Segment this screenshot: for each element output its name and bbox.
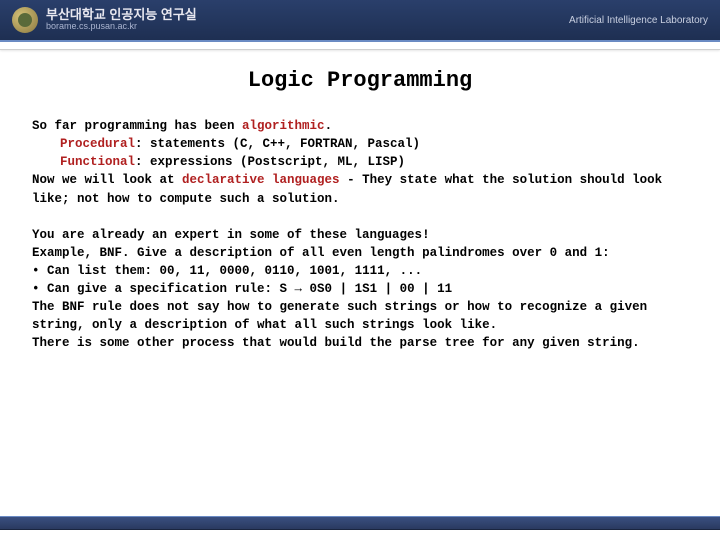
header-text-block: 부산대학교 인공지능 연구실 borame.cs.pusan.ac.kr (46, 8, 197, 32)
slide-content: Logic Programming So far programming has… (0, 50, 720, 353)
p1-line1-b: algorithmic (242, 119, 325, 133)
p1-line4-b: declarative languages (182, 173, 340, 187)
p1-line3-b: : expressions (Postscript, ML, LISP) (135, 155, 405, 169)
header-bar: 부산대학교 인공지능 연구실 borame.cs.pusan.ac.kr Art… (0, 0, 720, 42)
p1-line2-a: Procedural (60, 137, 135, 151)
header-right-label: Artificial Intelligence Laboratory (569, 15, 708, 26)
header-title: 부산대학교 인공지능 연구실 (46, 8, 197, 22)
university-logo (12, 7, 38, 33)
p2-bullet2: Can give a specification rule: S → 0S0 |… (32, 282, 452, 296)
p2-line2: Example, BNF. Give a description of all … (32, 246, 610, 260)
header-left: 부산대학교 인공지능 연구실 borame.cs.pusan.ac.kr (12, 7, 197, 33)
p2-line1: You are already an expert in some of the… (32, 228, 430, 242)
footer-bar (0, 516, 720, 530)
footer-padding (0, 530, 720, 540)
header-subtitle: borame.cs.pusan.ac.kr (46, 22, 197, 32)
p1-line2-b: : statements (C, C++, FORTRAN, Pascal) (135, 137, 420, 151)
p1-line3-a: Functional (60, 155, 135, 169)
slide-title: Logic Programming (32, 68, 688, 93)
paragraph-2: You are already an expert in some of the… (32, 226, 688, 353)
p1-line4-a: Now we will look at (32, 173, 182, 187)
p2-line3: The BNF rule does not say how to generat… (32, 300, 647, 332)
header-separator (0, 42, 720, 50)
paragraph-1: So far programming has been algorithmic.… (32, 117, 688, 208)
p1-line1-c: . (325, 119, 333, 133)
p2-bullet1: Can list them: 00, 11, 0000, 0110, 1001,… (32, 264, 422, 278)
p2-line4: There is some other process that would b… (32, 336, 640, 350)
p1-line1-a: So far programming has been (32, 119, 242, 133)
